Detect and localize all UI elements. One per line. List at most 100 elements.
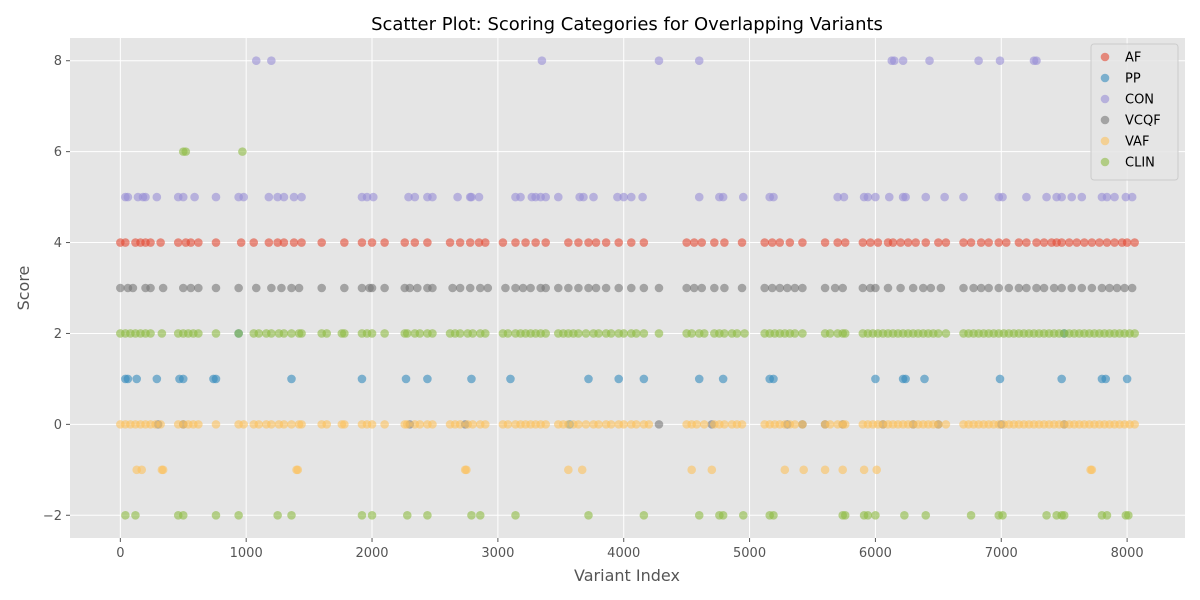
data-point (287, 510, 296, 520)
y-tick-label: 8 (54, 54, 62, 69)
data-point (239, 192, 248, 202)
x-tick-label: 6000 (859, 546, 892, 561)
x-tick-label: 4000 (607, 546, 640, 561)
data-point (921, 192, 931, 202)
data-point (279, 192, 289, 202)
data-point (606, 420, 616, 429)
data-point (453, 192, 462, 202)
data-point (410, 192, 420, 202)
data-point (889, 56, 899, 66)
legend-marker (1100, 157, 1110, 167)
data-point (1004, 283, 1014, 293)
data-point (984, 283, 993, 293)
data-point (146, 283, 155, 293)
data-point (1130, 329, 1139, 338)
data-point (775, 283, 785, 293)
data-point (639, 283, 649, 293)
data-point (190, 192, 199, 202)
data-point (537, 56, 547, 66)
y-tick-label: 4 (54, 236, 62, 251)
data-point (267, 283, 276, 293)
data-point (638, 192, 647, 202)
data-point (769, 510, 778, 520)
data-point (840, 238, 850, 247)
data-point (116, 283, 125, 293)
data-point (173, 238, 183, 247)
data-point (737, 238, 747, 247)
data-point (402, 329, 412, 338)
x-tick-label: 2000 (355, 546, 388, 561)
data-point (682, 283, 691, 293)
data-point (564, 238, 573, 247)
y-tick-label: 0 (54, 418, 62, 433)
data-point (279, 420, 289, 429)
data-point (1127, 283, 1137, 293)
data-point (1042, 192, 1051, 202)
data-point (896, 283, 905, 293)
data-point (251, 283, 261, 293)
data-point (475, 510, 485, 520)
data-point (926, 283, 936, 293)
data-point (825, 420, 835, 429)
data-point (820, 465, 830, 475)
data-point (940, 192, 949, 202)
data-point (718, 510, 728, 520)
data-point (934, 238, 943, 247)
data-point (317, 283, 326, 293)
data-point (194, 283, 203, 293)
data-point (1072, 238, 1082, 247)
data-point (498, 238, 508, 247)
data-point (863, 192, 873, 202)
data-point (405, 283, 415, 293)
data-point (858, 283, 868, 293)
series-clin (116, 147, 1139, 520)
data-point (428, 283, 437, 293)
data-point (158, 283, 168, 293)
data-point (720, 420, 729, 429)
data-point (415, 329, 425, 338)
data-point (1039, 283, 1049, 293)
data-point (249, 238, 259, 247)
data-point (1102, 192, 1112, 202)
data-point (998, 192, 1007, 202)
legend: AF PP CON VCQF VAF CLIN (1090, 43, 1179, 181)
data-point (966, 238, 976, 247)
data-point (866, 238, 875, 247)
data-point (480, 420, 490, 429)
data-point (626, 192, 636, 202)
data-point (825, 329, 835, 338)
data-point (480, 329, 490, 338)
data-point (737, 283, 747, 293)
data-point (626, 238, 636, 247)
data-point (606, 329, 616, 338)
data-point (480, 238, 490, 247)
data-point (428, 420, 437, 429)
data-point (1039, 238, 1049, 247)
data-point (483, 283, 493, 293)
data-point (234, 283, 243, 293)
data-point (146, 329, 155, 338)
data-point (591, 283, 601, 293)
data-point (974, 56, 983, 66)
data-point (211, 420, 221, 429)
data-point (511, 238, 520, 247)
data-point (273, 510, 282, 520)
data-point (236, 238, 246, 247)
data-point (589, 192, 598, 202)
data-point (934, 329, 943, 338)
data-point (998, 510, 1007, 520)
data-point (455, 420, 465, 429)
legend-label: CON (1125, 93, 1154, 108)
data-point (1059, 510, 1069, 520)
x-tick-label: 5000 (733, 546, 766, 561)
data-point (790, 420, 800, 429)
data-point (287, 329, 296, 338)
data-point (1122, 374, 1132, 384)
legend-box (1090, 43, 1179, 181)
data-point (273, 192, 282, 202)
data-point (921, 510, 931, 520)
data-point (898, 56, 908, 66)
data-point (790, 283, 800, 293)
data-point (798, 329, 807, 338)
